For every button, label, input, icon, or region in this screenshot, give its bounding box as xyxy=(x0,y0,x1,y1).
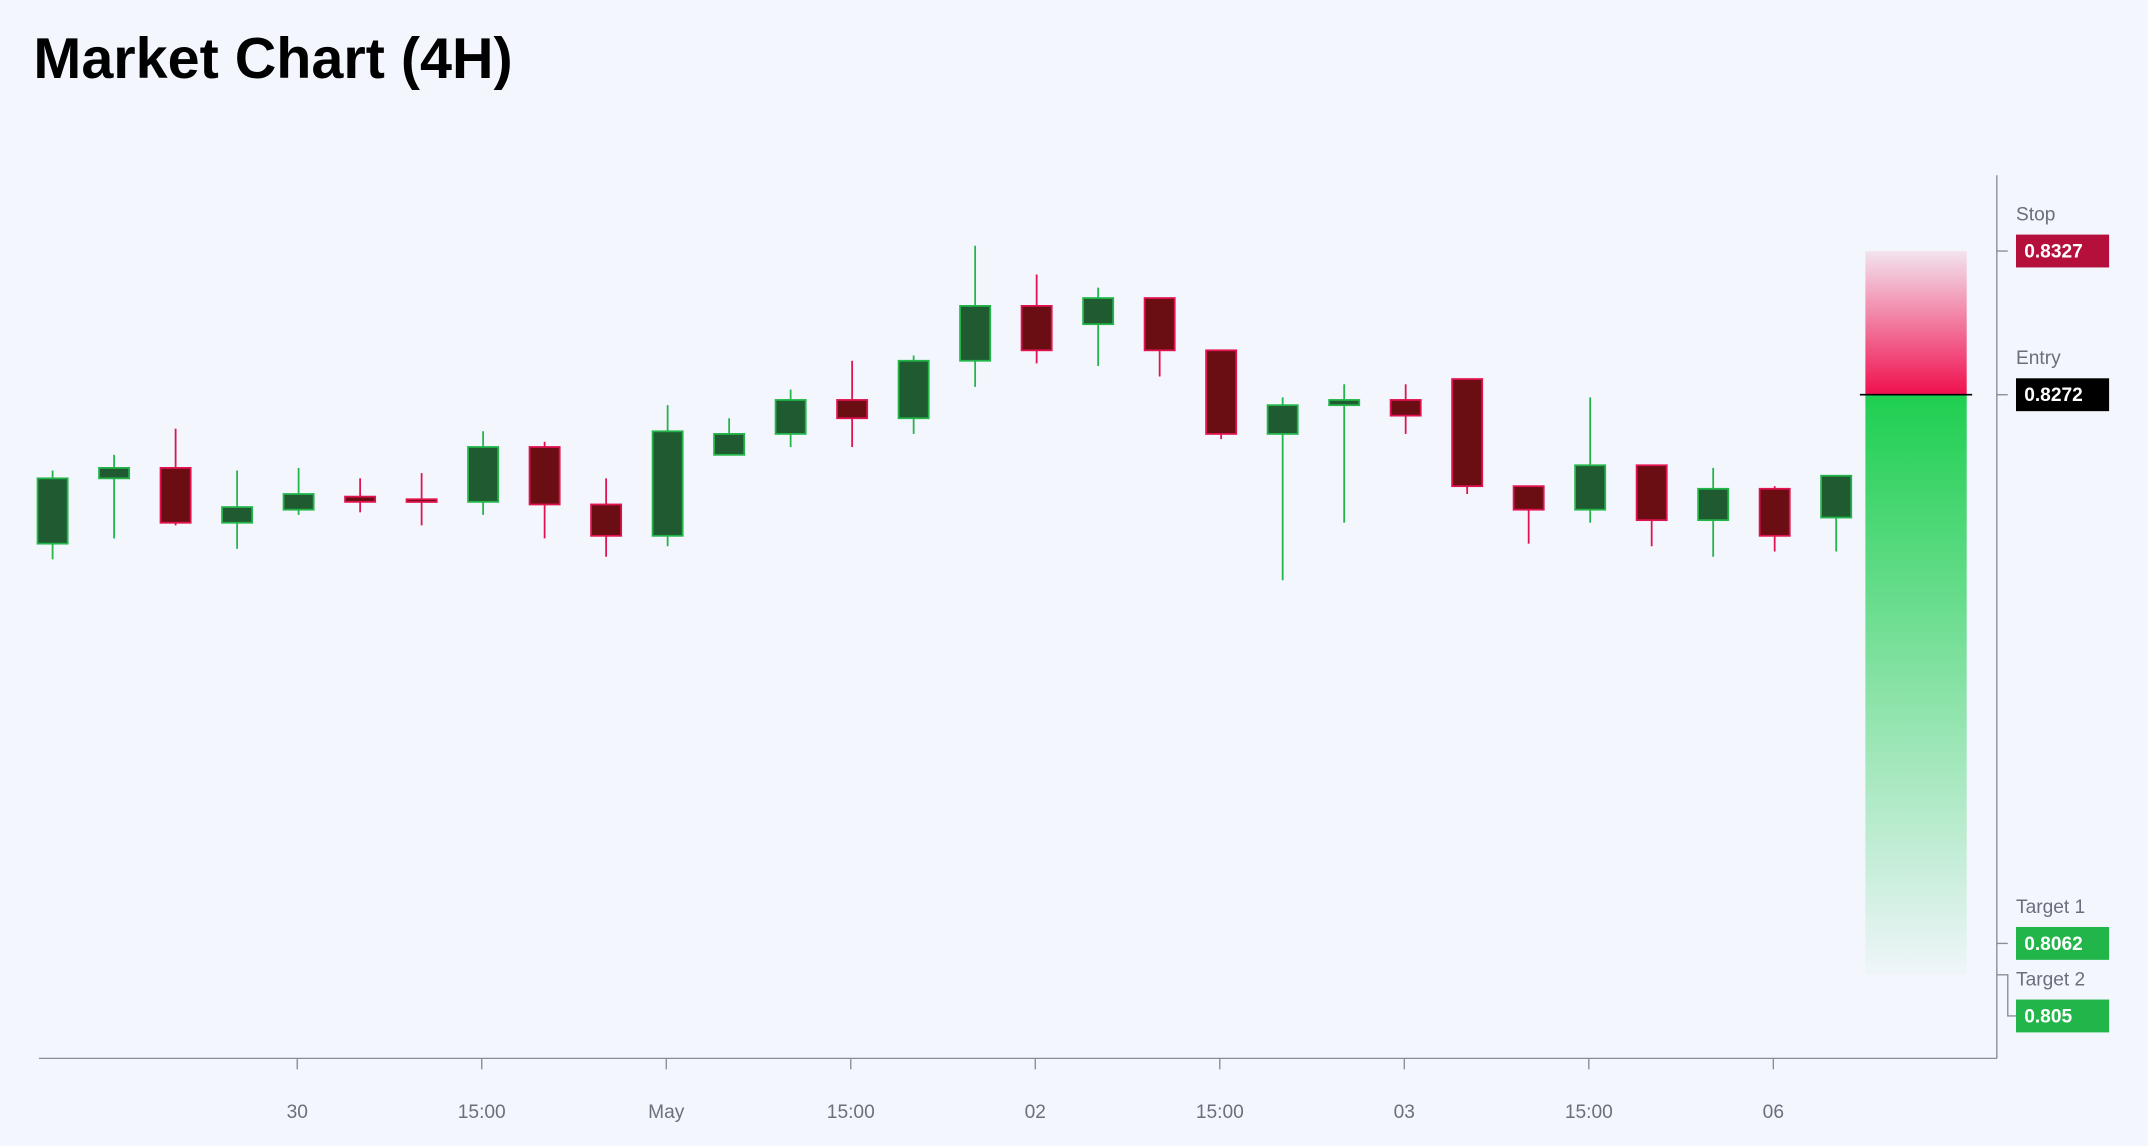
x-tick-label: 15:00 xyxy=(458,1102,506,1123)
candle-body xyxy=(590,503,623,537)
x-tick-label: 03 xyxy=(1394,1102,1415,1123)
candle-body xyxy=(1512,485,1545,511)
level-badge xyxy=(2015,378,2110,412)
level-name: Entry xyxy=(2016,348,2061,369)
candle-body xyxy=(221,506,254,524)
x-tick-label: 15:00 xyxy=(1565,1102,1613,1123)
candle-body xyxy=(1574,464,1607,511)
x-tick-label: 06 xyxy=(1763,1102,1784,1123)
reward-zone xyxy=(1865,394,1967,975)
level-badge xyxy=(2015,234,2110,268)
candle-body xyxy=(1697,487,1730,522)
candle-body xyxy=(528,446,561,506)
chart-title: Market Chart (4H) xyxy=(33,27,512,91)
candle-body xyxy=(1143,297,1176,352)
candle-body xyxy=(405,498,438,503)
candle-body xyxy=(959,305,992,362)
level-value: 0.805 xyxy=(2024,1006,2072,1027)
level-name: Target 2 xyxy=(2016,969,2085,990)
candle-body xyxy=(36,477,69,545)
candle-body xyxy=(1205,349,1238,435)
candle-body xyxy=(1266,404,1299,435)
candle-body xyxy=(344,495,377,503)
x-tick-label: 15:00 xyxy=(1196,1102,1244,1123)
candle-body xyxy=(836,399,869,420)
x-tick-label: 15:00 xyxy=(827,1102,875,1123)
candle-body xyxy=(1389,399,1422,417)
level-badge xyxy=(2015,999,2110,1033)
candle-body xyxy=(1635,464,1668,522)
level-name: Target 1 xyxy=(2016,897,2085,918)
x-tick-label: 30 xyxy=(287,1102,308,1123)
candle-body xyxy=(713,433,746,456)
level-value: 0.8327 xyxy=(2024,241,2083,262)
candle-body xyxy=(1451,378,1484,488)
level-value: 0.8062 xyxy=(2024,934,2083,955)
candle-body xyxy=(1020,305,1053,352)
candle-body xyxy=(651,430,684,537)
candle-body xyxy=(282,493,315,511)
level-value: 0.8272 xyxy=(2024,385,2083,406)
candle-body xyxy=(897,359,930,420)
candle-body xyxy=(1082,297,1115,326)
candle-body xyxy=(1758,487,1791,537)
x-tick-label: May xyxy=(648,1102,685,1123)
risk-zone xyxy=(1865,251,1967,395)
level-connector xyxy=(1996,974,2016,1017)
candle-body xyxy=(774,399,807,435)
candle-body xyxy=(1328,399,1361,407)
level-badge xyxy=(2015,926,2110,960)
candle-body xyxy=(1820,474,1853,519)
level-name: Stop xyxy=(2016,204,2055,225)
x-tick-label: 02 xyxy=(1025,1102,1046,1123)
candle-body xyxy=(159,466,192,524)
candle-body xyxy=(98,466,131,480)
candle-body xyxy=(467,446,500,503)
